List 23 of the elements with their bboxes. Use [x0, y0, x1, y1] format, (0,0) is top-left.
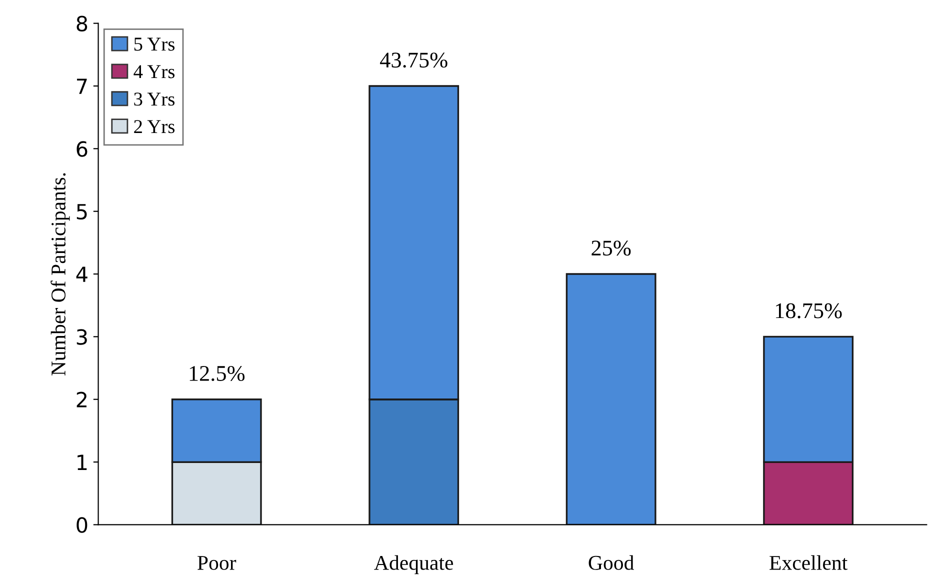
y-axis-title: Number Of Participants. — [50, 173, 70, 376]
x-tick-label: Excellent — [770, 555, 848, 570]
y-tick-label: 5 — [76, 204, 87, 220]
x-tick-label: Good — [588, 555, 634, 570]
annotation: 43.75% — [380, 52, 448, 68]
y-tick-label: 4 — [76, 266, 88, 282]
y-tick-label: 8 — [76, 16, 88, 32]
annotation: 18.75% — [776, 303, 842, 318]
y-tick-label: 7 — [77, 78, 87, 94]
annotation: 12.5% — [190, 366, 245, 382]
y-tick-label: 1 — [78, 454, 87, 470]
legend-label: 4 Yrs — [134, 65, 175, 78]
x-tick-label: Adequate — [374, 555, 454, 574]
annotation: 25% — [592, 240, 631, 256]
y-tick-label: 2 — [76, 392, 86, 408]
legend-label: 5 Yrs — [134, 38, 175, 51]
x-tick-label: Poor — [198, 556, 236, 570]
y-tick-label: 0 — [76, 517, 88, 533]
legend-label: 2 Yrs — [134, 120, 175, 134]
y-tick-label: 6 — [76, 141, 88, 157]
legend-label: 3 Yrs — [134, 92, 175, 106]
y-tick-label: 3 — [76, 329, 87, 345]
bar — [566, 273, 656, 525]
